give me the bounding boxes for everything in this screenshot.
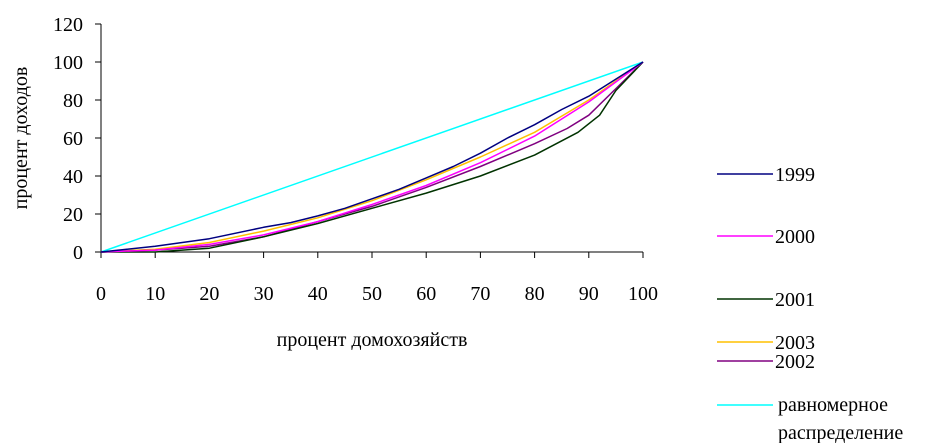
series-line-2001 — [101, 61, 644, 253]
y-tick-label: 0 — [73, 242, 83, 264]
x-tick-label: 40 — [308, 283, 328, 305]
y-tick-label: 40 — [63, 166, 83, 188]
x-tick-label: 0 — [96, 283, 106, 305]
legend-label: 1999 — [775, 164, 815, 186]
x-tick-label: 10 — [145, 283, 165, 305]
series-line-2000 — [100, 61, 644, 253]
legend-label: 2001 — [775, 289, 815, 311]
series-line-равномерное-распределение — [100, 61, 644, 253]
y-axis-title: процент доходов — [10, 67, 32, 210]
y-tick-label: 100 — [53, 52, 83, 74]
x-tick-label: 90 — [579, 283, 599, 305]
legend-label: 2003 — [775, 332, 815, 354]
series-line-2003 — [100, 61, 644, 253]
y-tick-label: 20 — [63, 204, 83, 226]
series-line-1999 — [100, 61, 644, 253]
y-ticks: 0 20 40 60 80 100 120 — [53, 14, 101, 264]
x-axis-title: процент домохозяйств — [277, 329, 468, 351]
series-lines — [100, 61, 644, 253]
x-tick-label: 20 — [199, 283, 219, 305]
x-tick-label: 100 — [628, 283, 658, 305]
x-tick-label: 70 — [470, 283, 490, 305]
y-tick-label: 80 — [63, 90, 83, 112]
legend-label: 2000 — [775, 226, 815, 248]
x-tick-label: 30 — [254, 283, 274, 305]
y-tick-label: 120 — [53, 14, 83, 36]
axes — [100, 24, 643, 253]
x-tick-label: 80 — [525, 283, 545, 305]
y-tick-label: 60 — [63, 128, 83, 150]
x-tick-label: 60 — [416, 283, 436, 305]
series-line-2002 — [100, 61, 644, 253]
x-tick-label: 50 — [362, 283, 382, 305]
legend-label: равномерное распределение — [778, 394, 903, 443]
legend-label: 2002 — [775, 351, 815, 373]
x-ticks: 0 10 20 30 40 50 60 70 80 90 100 — [96, 252, 658, 305]
